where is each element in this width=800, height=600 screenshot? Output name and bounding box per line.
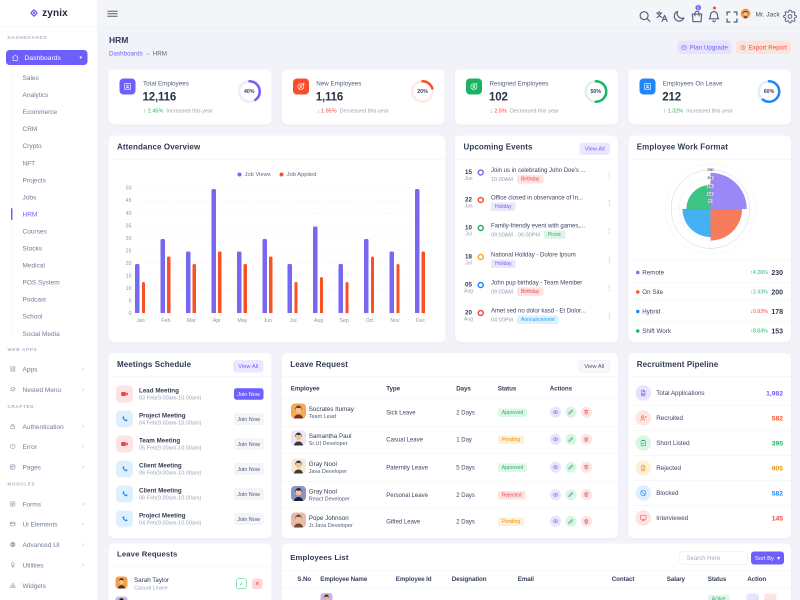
svg-text:150: 150 (707, 184, 713, 188)
svg-text:50: 50 (708, 200, 712, 204)
svg-text:100: 100 (707, 192, 713, 196)
svg-text:50: 50 (708, 200, 712, 204)
svg-text:200: 200 (707, 176, 713, 180)
svg-text:250: 250 (707, 168, 713, 172)
svg-text:200: 200 (707, 176, 713, 180)
svg-text:250: 250 (707, 168, 713, 172)
svg-text:100: 100 (707, 192, 713, 196)
svg-text:150: 150 (707, 184, 713, 188)
